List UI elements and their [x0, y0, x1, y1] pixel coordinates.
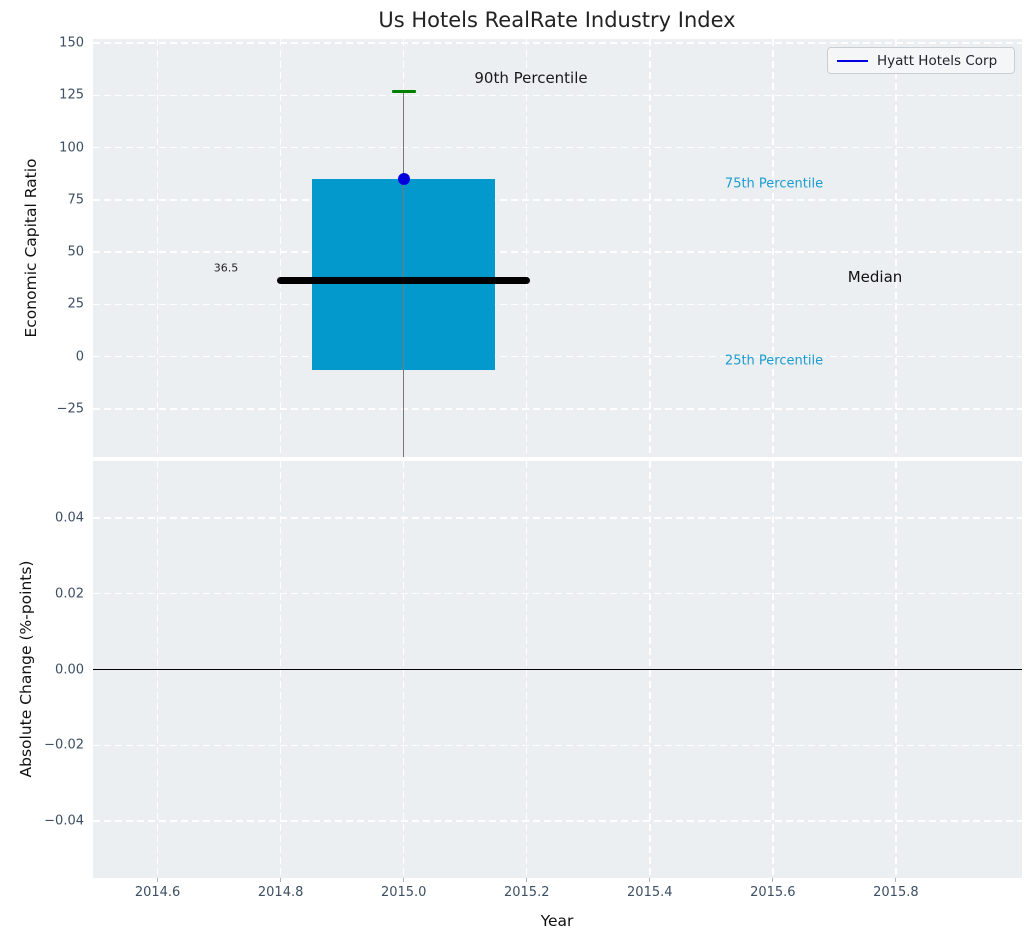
x-tick-label: 2015.0	[380, 885, 427, 900]
median-value-label: 36.5	[213, 261, 239, 275]
median-line	[277, 276, 531, 284]
x-axis-label: Year	[540, 912, 574, 930]
x-tick-mark	[280, 878, 282, 882]
x-tick-mark	[649, 878, 651, 882]
gridline	[93, 94, 1022, 97]
y-tick-label: −25	[56, 401, 84, 417]
x-tick-label: 2014.6	[134, 885, 181, 900]
bottom-axes-absolute-change	[93, 461, 1022, 878]
zero-reference-line	[93, 668, 1022, 671]
annotation-25th-percentile: 25th Percentile	[724, 353, 824, 369]
annotation-median: Median	[847, 268, 903, 286]
y-tick-label: −0.02	[44, 737, 84, 753]
gridline	[93, 408, 1022, 410]
x-tick-mark	[526, 878, 528, 882]
gridline	[93, 517, 1022, 519]
company-point-marker	[397, 173, 410, 186]
x-tick-label: 2015.2	[503, 885, 550, 900]
gridline	[156, 39, 159, 457]
x-tick-mark	[403, 878, 405, 882]
gridline	[93, 42, 1022, 44]
y-tick-label: 0	[75, 349, 84, 365]
gridline	[93, 744, 1022, 747]
y-tick-label: −0.04	[44, 813, 84, 829]
gridline	[525, 39, 528, 457]
gridline	[279, 39, 282, 457]
gridline	[895, 39, 897, 457]
y-tick-label: 125	[59, 87, 84, 103]
chart-title: Us Hotels RealRate Industry Index	[378, 8, 736, 32]
x-tick-label: 2014.8	[257, 885, 304, 900]
y-tick-label: 0.04	[55, 510, 84, 526]
bottom-y-axis-label: Absolute Change (%-points)	[17, 560, 35, 778]
y-tick-label: 75	[67, 192, 84, 208]
gridline	[93, 199, 1022, 201]
x-tick-mark	[156, 878, 159, 882]
annotation-75th-percentile: 75th Percentile	[724, 176, 824, 192]
x-tick-mark	[772, 878, 774, 882]
y-tick-label: 25	[67, 296, 84, 312]
gridline	[93, 303, 1022, 306]
gridline	[772, 39, 774, 457]
gridline	[649, 39, 651, 457]
gridline	[93, 355, 1022, 358]
y-tick-label: 0.02	[55, 586, 84, 602]
gridline	[93, 251, 1022, 253]
top-axes-economic-capital-ratio	[93, 39, 1022, 457]
x-tick-label: 2015.6	[750, 885, 796, 900]
y-tick-label: 0.00	[55, 662, 84, 677]
top-y-axis-label: Economic Capital Ratio	[22, 158, 40, 338]
y-tick-label: 50	[67, 244, 84, 260]
x-tick-label: 2015.4	[627, 885, 673, 900]
gridline	[93, 592, 1022, 595]
whisker-line	[402, 91, 405, 457]
legend-series-label: Hyatt Hotels Corp	[877, 52, 998, 69]
whisker-cap-90th	[391, 89, 416, 93]
legend: Hyatt Hotels Corp	[827, 47, 1015, 74]
gridline	[93, 820, 1022, 822]
y-tick-label: 150	[59, 35, 84, 51]
y-tick-label: 100	[59, 140, 84, 156]
x-tick-mark	[895, 878, 897, 882]
annotation-90th-percentile: 90th Percentile	[474, 69, 588, 87]
legend-line-sample-icon	[837, 59, 868, 62]
gridline	[93, 146, 1022, 149]
x-tick-label: 2015.8	[873, 885, 919, 900]
